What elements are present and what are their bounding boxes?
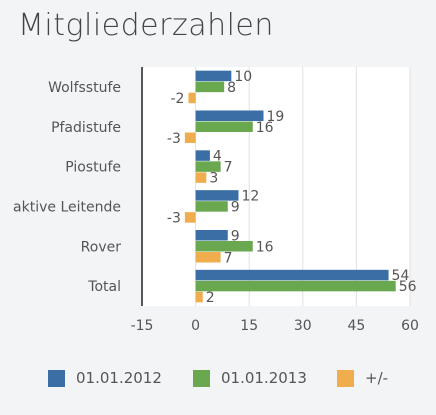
data-label: 9 [231,199,240,215]
x-tick-label: 60 [401,318,419,334]
data-label: 4 [213,149,222,165]
bar [195,201,228,212]
data-label: 54 [392,268,410,284]
bar [195,161,221,172]
bar [195,172,207,183]
chart-legend: 01.01.2012 01.01.2013 +/- [0,366,436,390]
legend-item: 01.01.2012 [48,366,162,390]
legend-label: 01.01.2012 [76,369,162,387]
x-tick-label: 45 [347,318,365,334]
bar [195,252,221,263]
bar [195,241,253,252]
data-label: 7 [224,160,233,176]
bar [195,150,210,161]
legend-item: +/- [337,366,388,390]
data-label: 8 [227,80,236,96]
bar [195,230,228,241]
data-label: -3 [167,131,181,147]
data-label: 2 [206,290,215,306]
data-label: 16 [256,120,274,136]
bar-chart: -15 0 15 30 45 60Wolfsstufe108-2Pfadistufe191… [13,67,419,334]
data-label: 56 [399,279,417,295]
bar [195,269,389,281]
data-label: 7 [224,250,233,266]
bar [195,70,232,82]
legend-item: 01.01.2013 [193,366,307,390]
bar [188,92,196,104]
category-label: Wolfsstufe [48,80,121,96]
data-label: 16 [256,239,274,255]
x-tick-label: 30 [294,318,312,334]
bar [195,291,203,303]
bar [195,81,225,93]
category-label: Rover [81,239,122,255]
category-label: Piostufe [65,160,121,176]
category-label: Pfadistufe [51,120,121,136]
data-label: -3 [167,210,181,226]
legend-swatch [337,369,354,387]
data-label: 3 [209,171,218,187]
chart-title: Mitgliederzahlen [18,8,274,43]
legend-label: 01.01.2013 [221,369,307,387]
bar [195,110,264,121]
legend-swatch [193,369,210,387]
category-label: Total [87,279,121,295]
x-tick-label: -15 [131,318,154,334]
bar [195,190,239,201]
data-label: 12 [241,188,259,204]
bar [195,121,253,132]
data-label: 9 [231,228,240,244]
category-label: aktive Leitende [13,199,121,215]
data-label: 10 [234,69,252,85]
x-tick-label: 0 [191,318,200,334]
bar [195,280,396,292]
bar [184,132,196,143]
x-tick-label: 15 [240,318,258,334]
plot-area [142,67,410,306]
bar [184,212,196,223]
data-label: -2 [170,91,184,107]
legend-label: +/- [365,369,389,387]
data-label: 19 [266,109,284,125]
legend-swatch [48,369,65,387]
